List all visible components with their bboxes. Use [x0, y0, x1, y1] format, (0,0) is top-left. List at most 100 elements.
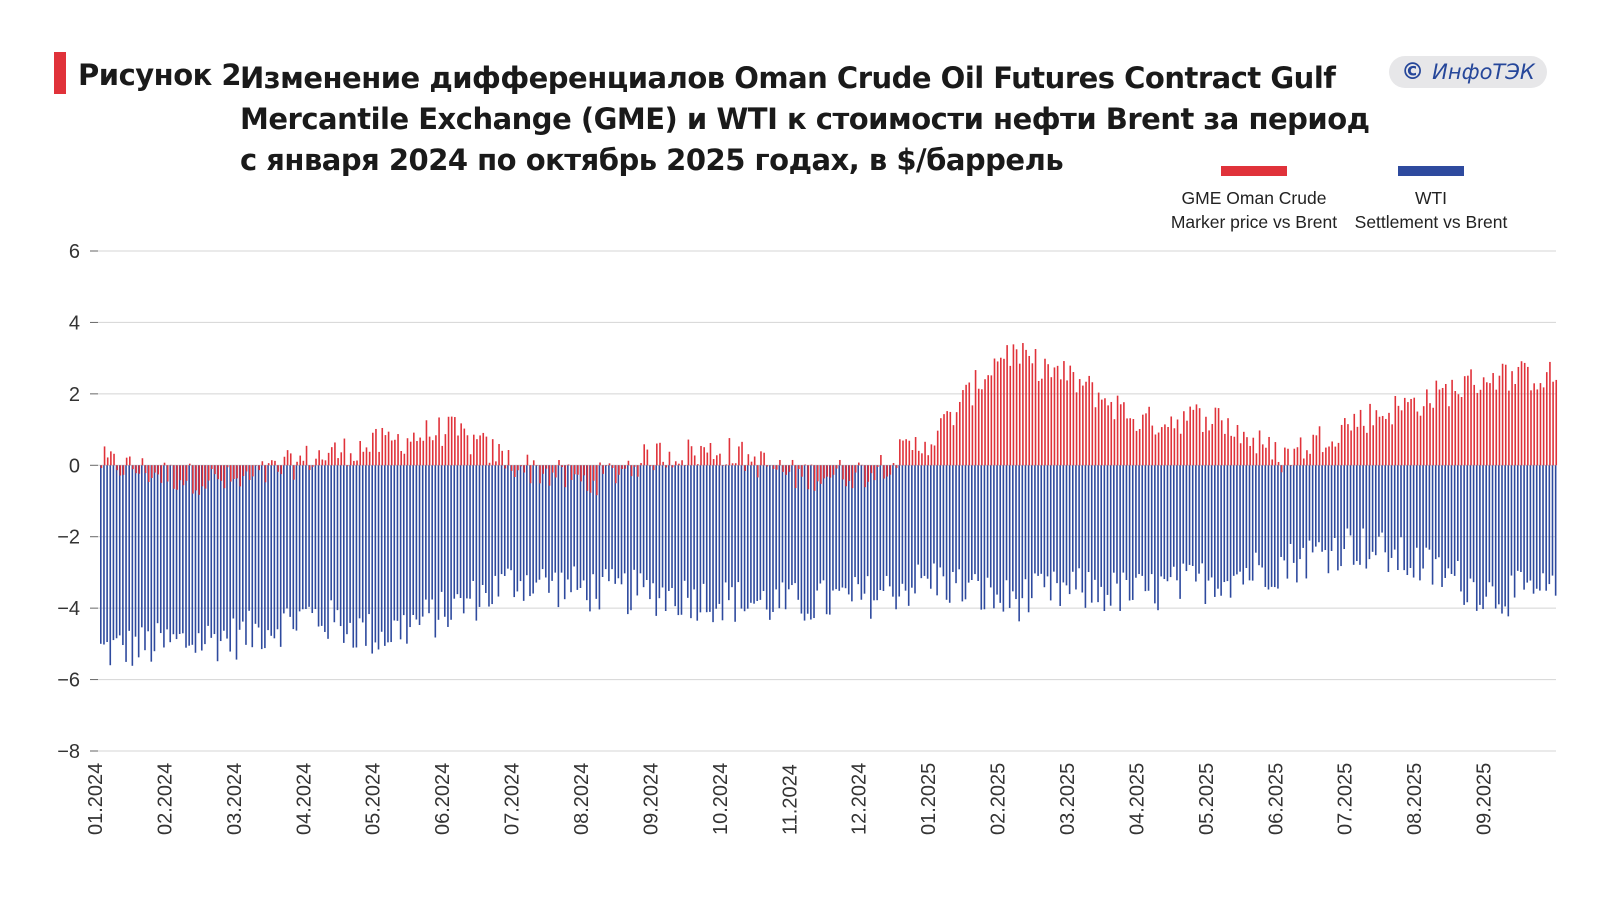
gme-bar — [1107, 405, 1109, 466]
gme-bar — [596, 465, 598, 496]
wti-bar — [406, 465, 408, 644]
wti-bar — [945, 465, 948, 600]
wti-bar — [276, 465, 279, 630]
wti-bar — [169, 465, 172, 643]
gme-bar — [476, 439, 478, 466]
gme-bar — [1198, 408, 1201, 466]
gme-bar — [858, 462, 860, 466]
wti-bar — [292, 465, 295, 630]
wti-bar — [289, 465, 291, 617]
wti-bar — [1113, 465, 1115, 573]
wti-bar — [450, 465, 452, 620]
gme-bar — [163, 462, 166, 466]
wti-bar — [118, 465, 121, 636]
gme-bar — [469, 454, 472, 466]
wti-bar — [1469, 465, 1472, 579]
wti-bar — [1318, 465, 1320, 543]
gme-bar — [305, 445, 308, 466]
gme-bar — [110, 451, 112, 466]
wti-bar — [106, 465, 108, 643]
wti-bar — [1466, 465, 1469, 603]
wti-bar — [888, 465, 891, 587]
gme-bar — [555, 465, 557, 478]
wti-bar — [1539, 465, 1541, 591]
gme-bar — [100, 465, 103, 468]
wti-bar — [1037, 465, 1039, 576]
gme-bar — [1009, 365, 1012, 466]
gme-bar — [359, 440, 361, 466]
wti-bar — [500, 465, 503, 575]
wti-bar — [1520, 465, 1522, 573]
gme-bar — [289, 453, 292, 466]
gme-bar — [1504, 364, 1507, 466]
wti-bar — [614, 465, 617, 584]
wti-bar — [1015, 465, 1017, 600]
wti-bar — [882, 465, 885, 591]
gme-bar — [1088, 375, 1090, 466]
wti-bar — [1302, 465, 1304, 548]
gme-bar — [703, 447, 705, 466]
wti-bar — [699, 465, 702, 613]
wti-bar — [112, 465, 115, 641]
gme-bar — [214, 465, 216, 475]
wti-bar — [1289, 465, 1292, 544]
gme-bar — [271, 460, 273, 466]
gme-bar — [763, 452, 765, 466]
wti-bar — [1532, 465, 1535, 594]
gme-bar — [1123, 402, 1125, 466]
gme-bar — [198, 465, 201, 495]
wti-bar — [166, 465, 168, 630]
gme-bar — [1059, 379, 1062, 466]
wti-bar — [1296, 465, 1298, 583]
gme-bar — [779, 459, 781, 466]
gme-bar — [1400, 410, 1403, 466]
gme-bar — [1078, 379, 1081, 466]
wti-bar — [819, 465, 822, 584]
wti-bar — [633, 465, 635, 570]
wti-bar — [901, 465, 904, 584]
gme-bar — [1448, 406, 1450, 466]
gme-bar — [640, 463, 642, 466]
wti-bar — [1248, 465, 1251, 581]
gme-bar — [1385, 418, 1387, 466]
gme-bar — [930, 444, 933, 466]
gme-bar — [627, 460, 630, 466]
gme-bar — [1315, 435, 1318, 466]
wti-bar — [715, 465, 717, 609]
wti-bar — [778, 465, 781, 609]
gme-bar — [775, 465, 778, 470]
wti-bar — [188, 465, 190, 646]
gme-bar — [1299, 437, 1302, 466]
wti-bar — [1412, 465, 1415, 578]
gme-bar — [895, 465, 898, 468]
wti-bar — [210, 465, 213, 638]
wti-bar — [573, 465, 575, 567]
wti-bar — [1479, 465, 1481, 605]
gme-bar — [330, 447, 333, 466]
wti-bar — [1021, 465, 1024, 599]
gme-bar — [842, 465, 844, 480]
wti-bar — [743, 465, 746, 612]
gme-bar — [450, 416, 453, 466]
wti-bar — [462, 465, 465, 614]
wti-bar — [270, 465, 273, 636]
wti-bar — [674, 465, 676, 607]
gme-bar — [608, 463, 611, 466]
gme-bar — [132, 465, 134, 470]
wti-bar — [926, 465, 929, 579]
wti-bar — [377, 465, 380, 650]
y-tick-label: 2 — [69, 384, 80, 406]
wti-bar — [1356, 465, 1358, 562]
gme-bar — [135, 465, 137, 474]
wti-bar — [1059, 465, 1061, 606]
wti-bar — [1267, 465, 1270, 590]
wti-bar — [1078, 465, 1080, 569]
wti-bar — [380, 465, 383, 632]
wti-bar — [645, 465, 648, 581]
gme-bar — [185, 465, 188, 481]
wti-bar — [147, 465, 149, 632]
wti-bar — [1040, 465, 1043, 574]
gme-bar — [1429, 403, 1431, 466]
gme-bar — [987, 375, 989, 466]
gme-bar — [1151, 425, 1154, 466]
